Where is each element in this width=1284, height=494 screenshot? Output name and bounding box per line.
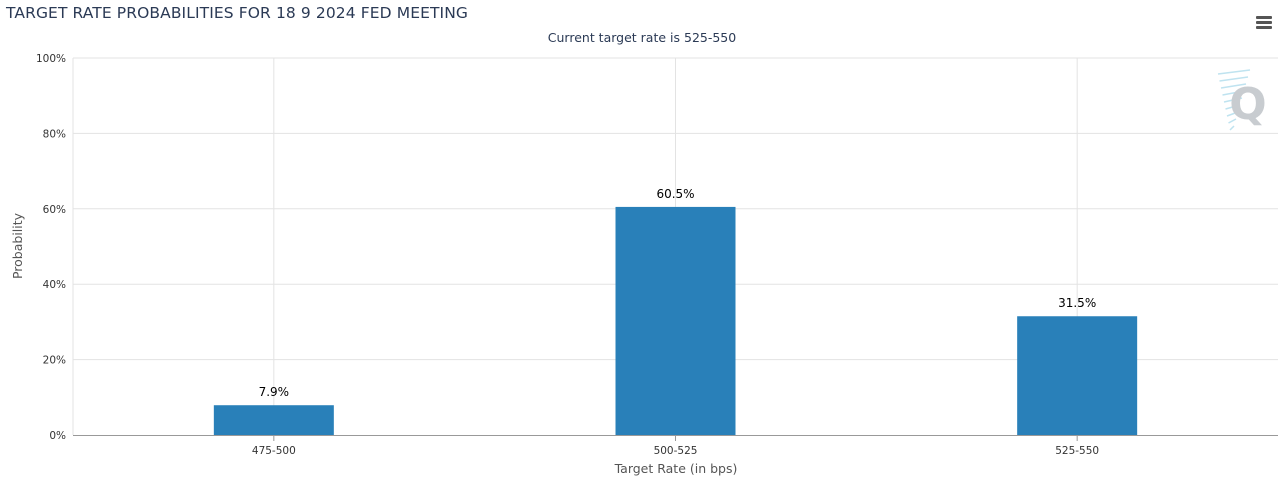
watermark-stroke bbox=[1229, 125, 1235, 131]
watermark-logo: Q bbox=[1217, 69, 1267, 131]
y-tick-label: 0% bbox=[49, 430, 66, 442]
watermark-stroke bbox=[1217, 69, 1251, 75]
x-tick-label: 525-550 bbox=[1055, 445, 1099, 457]
watermark-stroke bbox=[1222, 90, 1245, 96]
x-axis-title: Target Rate (in bps) bbox=[614, 461, 738, 476]
watermark-letter: Q bbox=[1229, 79, 1266, 130]
data-labels: 7.9% 60.5% 31.5% bbox=[259, 187, 1097, 399]
watermark-stroke bbox=[1228, 118, 1237, 124]
watermark-stroke bbox=[1220, 83, 1247, 89]
y-tick-label: 40% bbox=[43, 279, 66, 291]
data-label: 7.9% bbox=[259, 385, 290, 399]
data-label: 31.5% bbox=[1058, 296, 1096, 310]
x-tick-label: 475-500 bbox=[252, 445, 296, 457]
watermark-stroke bbox=[1225, 104, 1241, 110]
bar-475-500[interactable] bbox=[213, 405, 334, 435]
watermark-stroke bbox=[1226, 111, 1239, 117]
chart-title: TARGET RATE PROBABILITIES FOR 18 9 2024 … bbox=[6, 4, 469, 22]
y-tick-label: 20% bbox=[43, 355, 66, 367]
axes: 0% 20% 40% 60% 80% 100% 475-500 500-525 525-550 bbox=[36, 53, 1278, 457]
bar-500-525[interactable] bbox=[615, 206, 736, 435]
bar-525-550[interactable] bbox=[1017, 316, 1138, 435]
y-tick-label: 60% bbox=[43, 204, 66, 216]
watermark-stroke bbox=[1219, 76, 1249, 82]
hamburger-menu-icon[interactable] bbox=[1254, 14, 1274, 32]
chart-subtitle: Current target rate is 525-550 bbox=[547, 30, 737, 45]
watermark-stroke bbox=[1223, 97, 1243, 103]
bars bbox=[213, 206, 1138, 435]
y-tick-label: 80% bbox=[43, 128, 66, 140]
x-tick-label: 500-525 bbox=[654, 445, 698, 457]
y-tick-label: 100% bbox=[36, 53, 66, 65]
y-axis-title: Probability bbox=[10, 212, 25, 279]
data-label: 60.5% bbox=[656, 187, 694, 201]
